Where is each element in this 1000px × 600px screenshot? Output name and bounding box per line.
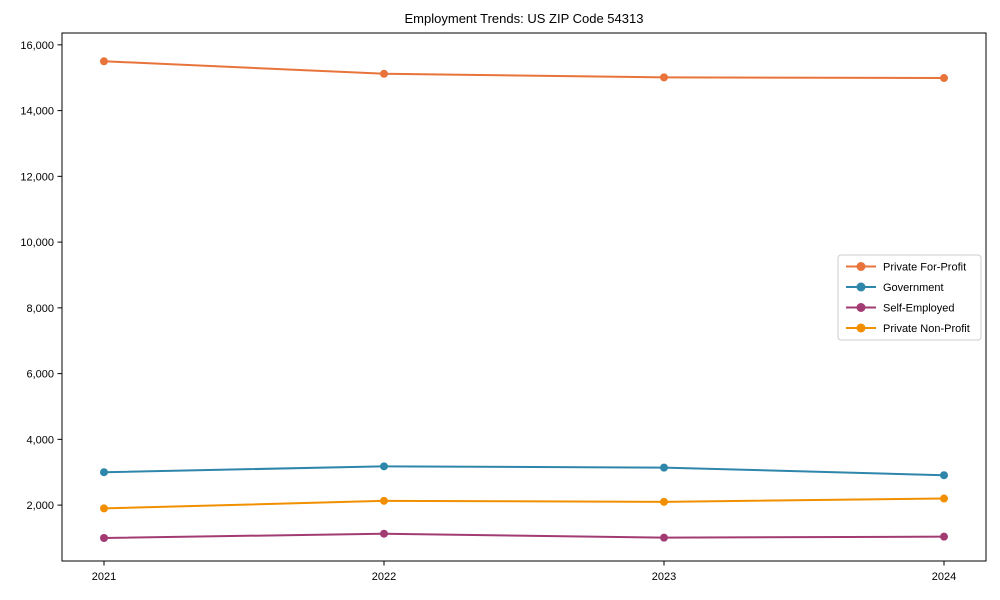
- legend-label-private-for-profit: Private For-Profit: [883, 262, 966, 274]
- data-point-self-employed-2024: [940, 532, 948, 541]
- legend-marker-private-non-profit: [856, 323, 866, 333]
- series-line-government: [103, 465, 945, 477]
- series-private-for-profit: [100, 57, 948, 83]
- x-tick-label: 2023: [652, 571, 676, 583]
- y-tick-label: 2,000: [26, 500, 54, 512]
- y-tick-label: 12,000: [20, 171, 54, 183]
- data-point-government-2023: [660, 463, 668, 472]
- legend: Private For-Profit Government Self-Employe…: [837, 254, 982, 341]
- legend-label-self-employed: Self-Employed: [883, 303, 955, 315]
- y-tick-label: 6,000: [26, 369, 54, 381]
- data-point-government-2024: [940, 471, 948, 480]
- data-point-private-for-profit-2021: [100, 57, 108, 66]
- data-point-private-for-profit-2022: [380, 69, 388, 78]
- data-point-self-employed-2023: [660, 533, 668, 542]
- legend-label-private-non-profit: Private Non-Profit: [883, 323, 970, 335]
- legend-item-private-non-profit: Private Non-Profit: [846, 323, 970, 335]
- legend-marker-private-for-profit: [856, 262, 866, 271]
- legend-item-self-employed: Self-Employed: [846, 303, 955, 315]
- y-tick-label: 10,000: [20, 237, 54, 249]
- x-tick-label: 2021: [92, 571, 116, 583]
- legend-item-government: Government: [846, 282, 944, 294]
- data-point-private-for-profit-2023: [660, 73, 668, 82]
- data-point-government-2022: [380, 462, 388, 471]
- y-tick-label: 16,000: [20, 40, 54, 52]
- legend-marker-government: [856, 282, 866, 292]
- legend-item-private-for-profit: Private For-Profit: [846, 262, 966, 274]
- legend-marker-self-employed: [856, 303, 866, 312]
- data-point-private-non-profit-2023: [660, 497, 668, 506]
- plot-frame: [61, 32, 987, 562]
- chart-title: Employment Trends: US ZIP Code 54313: [404, 11, 644, 26]
- series-self-employed: [100, 529, 948, 542]
- y-tick-label: 8,000: [26, 303, 54, 315]
- y-tick-label: 14,000: [20, 106, 54, 118]
- data-point-private-non-profit-2022: [380, 496, 388, 505]
- data-point-private-non-profit-2024: [940, 494, 948, 503]
- y-tick-label: 4,000: [26, 434, 54, 446]
- series-private-non-profit: [100, 494, 948, 513]
- legend-label-government: Government: [883, 282, 944, 294]
- data-point-self-employed-2022: [380, 529, 388, 538]
- x-tick-label: 2024: [932, 571, 956, 583]
- series-line-private-for-profit: [103, 60, 945, 80]
- series-line-self-employed: [103, 532, 945, 539]
- data-point-self-employed-2021: [100, 533, 108, 542]
- legend-box: [837, 254, 982, 341]
- data-point-government-2021: [100, 468, 108, 477]
- data-point-private-non-profit-2021: [100, 504, 108, 513]
- x-tick-label: 2022: [372, 571, 396, 583]
- series-government: [100, 462, 948, 480]
- series-line-private-non-profit: [103, 497, 945, 510]
- data-point-private-for-profit-2024: [940, 74, 948, 83]
